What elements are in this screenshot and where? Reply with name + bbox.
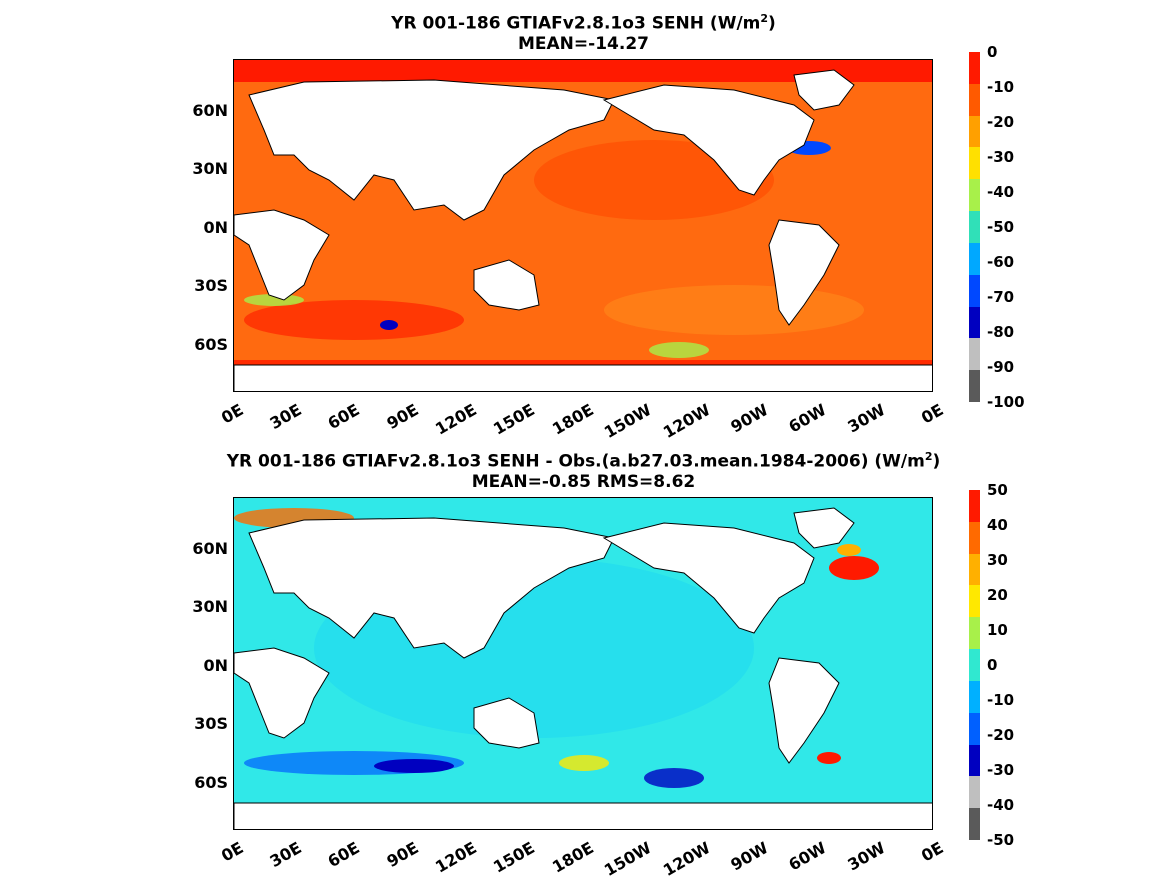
panel2-colorbar-tick: 10 [987,621,1008,639]
panel2-colorbar-tick: -30 [987,761,1015,779]
panel2-colorbar-segment [969,808,980,840]
panel2-colorbar-tick: 0 [987,656,998,674]
panel2-colorbar-tick: -10 [987,691,1015,709]
panel2-lon-label: 90E [383,838,422,872]
panel1-title: YR 001-186 GTIAFv2.8.1o3 SENH (W/m2) [0,8,1167,35]
panel2-lat-60s: 60S [194,773,228,792]
panel2-lon-label: 180E [548,838,597,877]
panel2-colorbar-tick: -50 [987,831,1015,849]
panel1-colorbar-tick: -70 [987,288,1015,306]
panel1-map [233,59,933,392]
panel1-colorbar-segment [969,338,980,371]
panel2-lon-label: 60E [324,838,364,872]
panel1-colorbar-tick: -50 [987,218,1015,236]
panel1-lon-label: 90E [383,400,422,434]
panel1-colorbar-segment [969,115,980,148]
panel1-subtitle: MEAN=-14.27 [518,34,649,54]
panel2-colorbar-tick: 30 [987,551,1008,569]
panel1-lon-label: 150E [490,400,539,439]
panel2-lat-30n: 30N [192,597,228,616]
panel2-colorbar-segment [969,649,980,681]
panel2-colorbar-segment [969,521,980,554]
panel2-map [233,497,933,830]
panel2-colorbar-segment [969,712,980,745]
panel2-colorbar-segment [969,490,980,522]
panel1-colorbar-tick: -10 [987,78,1015,96]
panel1-lat-30s: 30S [194,276,228,295]
panel1-lon-label: 30E [266,400,305,434]
panel2-lat-60n: 60N [192,539,228,558]
panel2-colorbar-tick: 50 [987,481,1008,499]
panel2-lon-label: 120E [431,838,480,877]
panel2-lon-label: 150W [601,838,655,880]
panel1-lon-label: 120E [431,400,480,439]
panel1-colorbar-tick: -90 [987,358,1015,376]
panel2-colorbar-tick: 20 [987,586,1008,604]
panel1-colorbar-tick: -80 [987,323,1015,341]
panel1-map-svg [234,60,932,391]
panel2-lon-label: 150E [490,838,539,877]
panel1-lon-label: 60W [785,400,830,437]
panel1-colorbar-tick: -60 [987,253,1015,271]
panel2-colorbar [969,490,980,840]
panel2-colorbar-segment [969,776,980,809]
panel1-colorbar-segment [969,274,980,307]
panel1-colorbar-segment [969,52,980,84]
panel1-lon-label: 0E [217,400,247,428]
panel2-subtitle: MEAN=-0.85 RMS=8.62 [471,472,696,492]
panel2-lon-label: 30E [266,838,305,872]
panel1-lat-60s: 60S [194,335,228,354]
panel1-lat-60n: 60N [192,101,228,120]
panel1-colorbar-segment [969,370,980,402]
panel1-colorbar-tick: -30 [987,148,1015,166]
panel1-colorbar-segment [969,147,980,180]
panel2-colorbar-tick: -20 [987,726,1015,744]
panel1-title-end: ) [768,13,776,34]
panel1-colorbar-segment [969,306,980,339]
panel1-lon-label: 150W [601,400,655,442]
panel1-colorbar-segment [969,242,980,275]
panel1-lon-label: 30W [844,400,889,437]
panel1-title-main: YR 001-186 GTIAFv2.8.1o3 SENH (W/m [391,13,761,34]
panel1-lat-0n: 0N [203,218,228,237]
panel1-colorbar-segment [969,179,980,212]
panel2-colorbar-tick: -40 [987,796,1015,814]
panel1-colorbar-segment [969,211,980,243]
panel2-map-svg [234,498,932,829]
panel1-colorbar-tick: -100 [987,393,1025,411]
panel1-colorbar-tick: 0 [987,43,998,61]
panel2-lat-30s: 30S [194,714,228,733]
panel1-lon-label: 180E [548,400,597,439]
panel2-colorbar-segment [969,617,980,650]
panel2-colorbar-segment [969,680,980,713]
panel1-colorbar [969,52,980,402]
panel2-colorbar-segment [969,553,980,586]
panel1-lon-label: 90W [727,400,772,437]
panel2-lon-label: 60W [785,838,830,875]
panel2-colorbar-segment [969,744,980,777]
panel2-colorbar-segment [969,585,980,618]
panel2-lon-label: 0E [217,838,247,866]
panel2-title-main: YR 001-186 GTIAFv2.8.1o3 SENH - Obs.(a.b… [226,451,925,472]
panel1-lat-30n: 30N [192,159,228,178]
panel2-lon-label: 90W [727,838,772,875]
panel1-colorbar-tick: -20 [987,113,1015,131]
panel2-title: YR 001-186 GTIAFv2.8.1o3 SENH - Obs.(a.b… [0,446,1167,473]
panel1-lon-label: 120W [659,400,714,442]
panel1-lon-label: 60E [324,400,364,434]
panel2-lon-label: 30W [844,838,889,875]
panel2-title-end: ) [932,451,941,472]
panel2-colorbar-tick: 40 [987,516,1008,534]
panel1-colorbar-tick: -40 [987,183,1015,201]
panel1-colorbar-segment [969,83,980,116]
panel1-title-sup: 2 [760,12,769,25]
panel2-lon-label: 120W [659,838,714,880]
panel2-lon-label: 0E [917,838,947,866]
panel2-lat-0n: 0N [203,656,228,675]
panel1-lon-label: 0E [917,400,947,428]
panel2-title-sup: 2 [924,450,933,463]
